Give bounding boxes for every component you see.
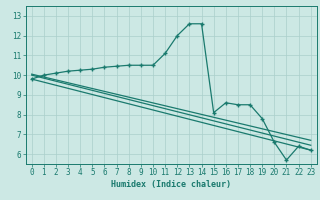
X-axis label: Humidex (Indice chaleur): Humidex (Indice chaleur)	[111, 180, 231, 189]
